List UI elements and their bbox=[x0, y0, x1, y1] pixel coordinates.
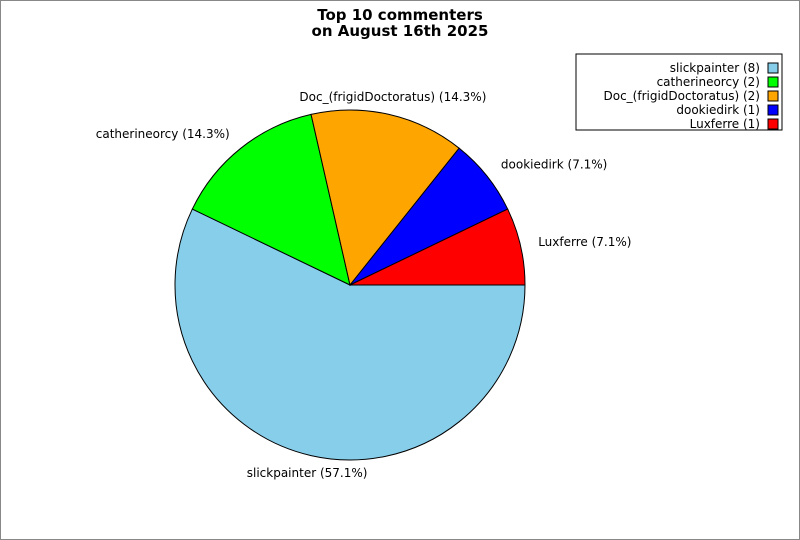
pie-slices bbox=[174, 109, 526, 461]
pie-slice-labels: slickpainter (57.1%) catherineorcy (14.3%… bbox=[96, 90, 632, 480]
slice-label: slickpainter (57.1%) bbox=[247, 466, 368, 480]
legend: slickpainter (8)catherineorcy (2)Doc_(fr… bbox=[575, 53, 783, 131]
legend-swatch bbox=[767, 62, 779, 74]
legend-swatch bbox=[767, 76, 779, 88]
pie-slice-catherineorcy bbox=[191, 113, 351, 286]
legend-label: dookiedirk (1) bbox=[676, 103, 760, 117]
legend-box bbox=[575, 53, 783, 131]
legend-label: Luxferre (1) bbox=[690, 117, 760, 131]
slice-label: catherineorcy (14.3%) bbox=[96, 127, 230, 141]
legend-label: slickpainter (8) bbox=[670, 61, 760, 75]
pie-slice-doc-frigiddoctoratus bbox=[310, 109, 460, 287]
pie-slice-slickpainter bbox=[174, 208, 526, 461]
legend-swatch bbox=[767, 104, 779, 116]
legend-swatch bbox=[767, 90, 779, 102]
chart-title-line-2: on August 16th 2025 bbox=[312, 22, 489, 40]
pie-slice-luxferre bbox=[349, 208, 526, 286]
slice-label: dookiedirk (7.1%) bbox=[501, 158, 607, 172]
slice-label: Luxferre (7.1%) bbox=[538, 235, 631, 249]
legend-label: Doc_(frigidDoctoratus) (2) bbox=[604, 89, 761, 103]
legend-swatch bbox=[767, 118, 779, 130]
slice-label: Doc_(frigidDoctoratus) (14.3%) bbox=[299, 90, 486, 104]
legend-label: catherineorcy (2) bbox=[657, 75, 760, 89]
chart-title-line-1: Top 10 commenters bbox=[317, 6, 483, 24]
